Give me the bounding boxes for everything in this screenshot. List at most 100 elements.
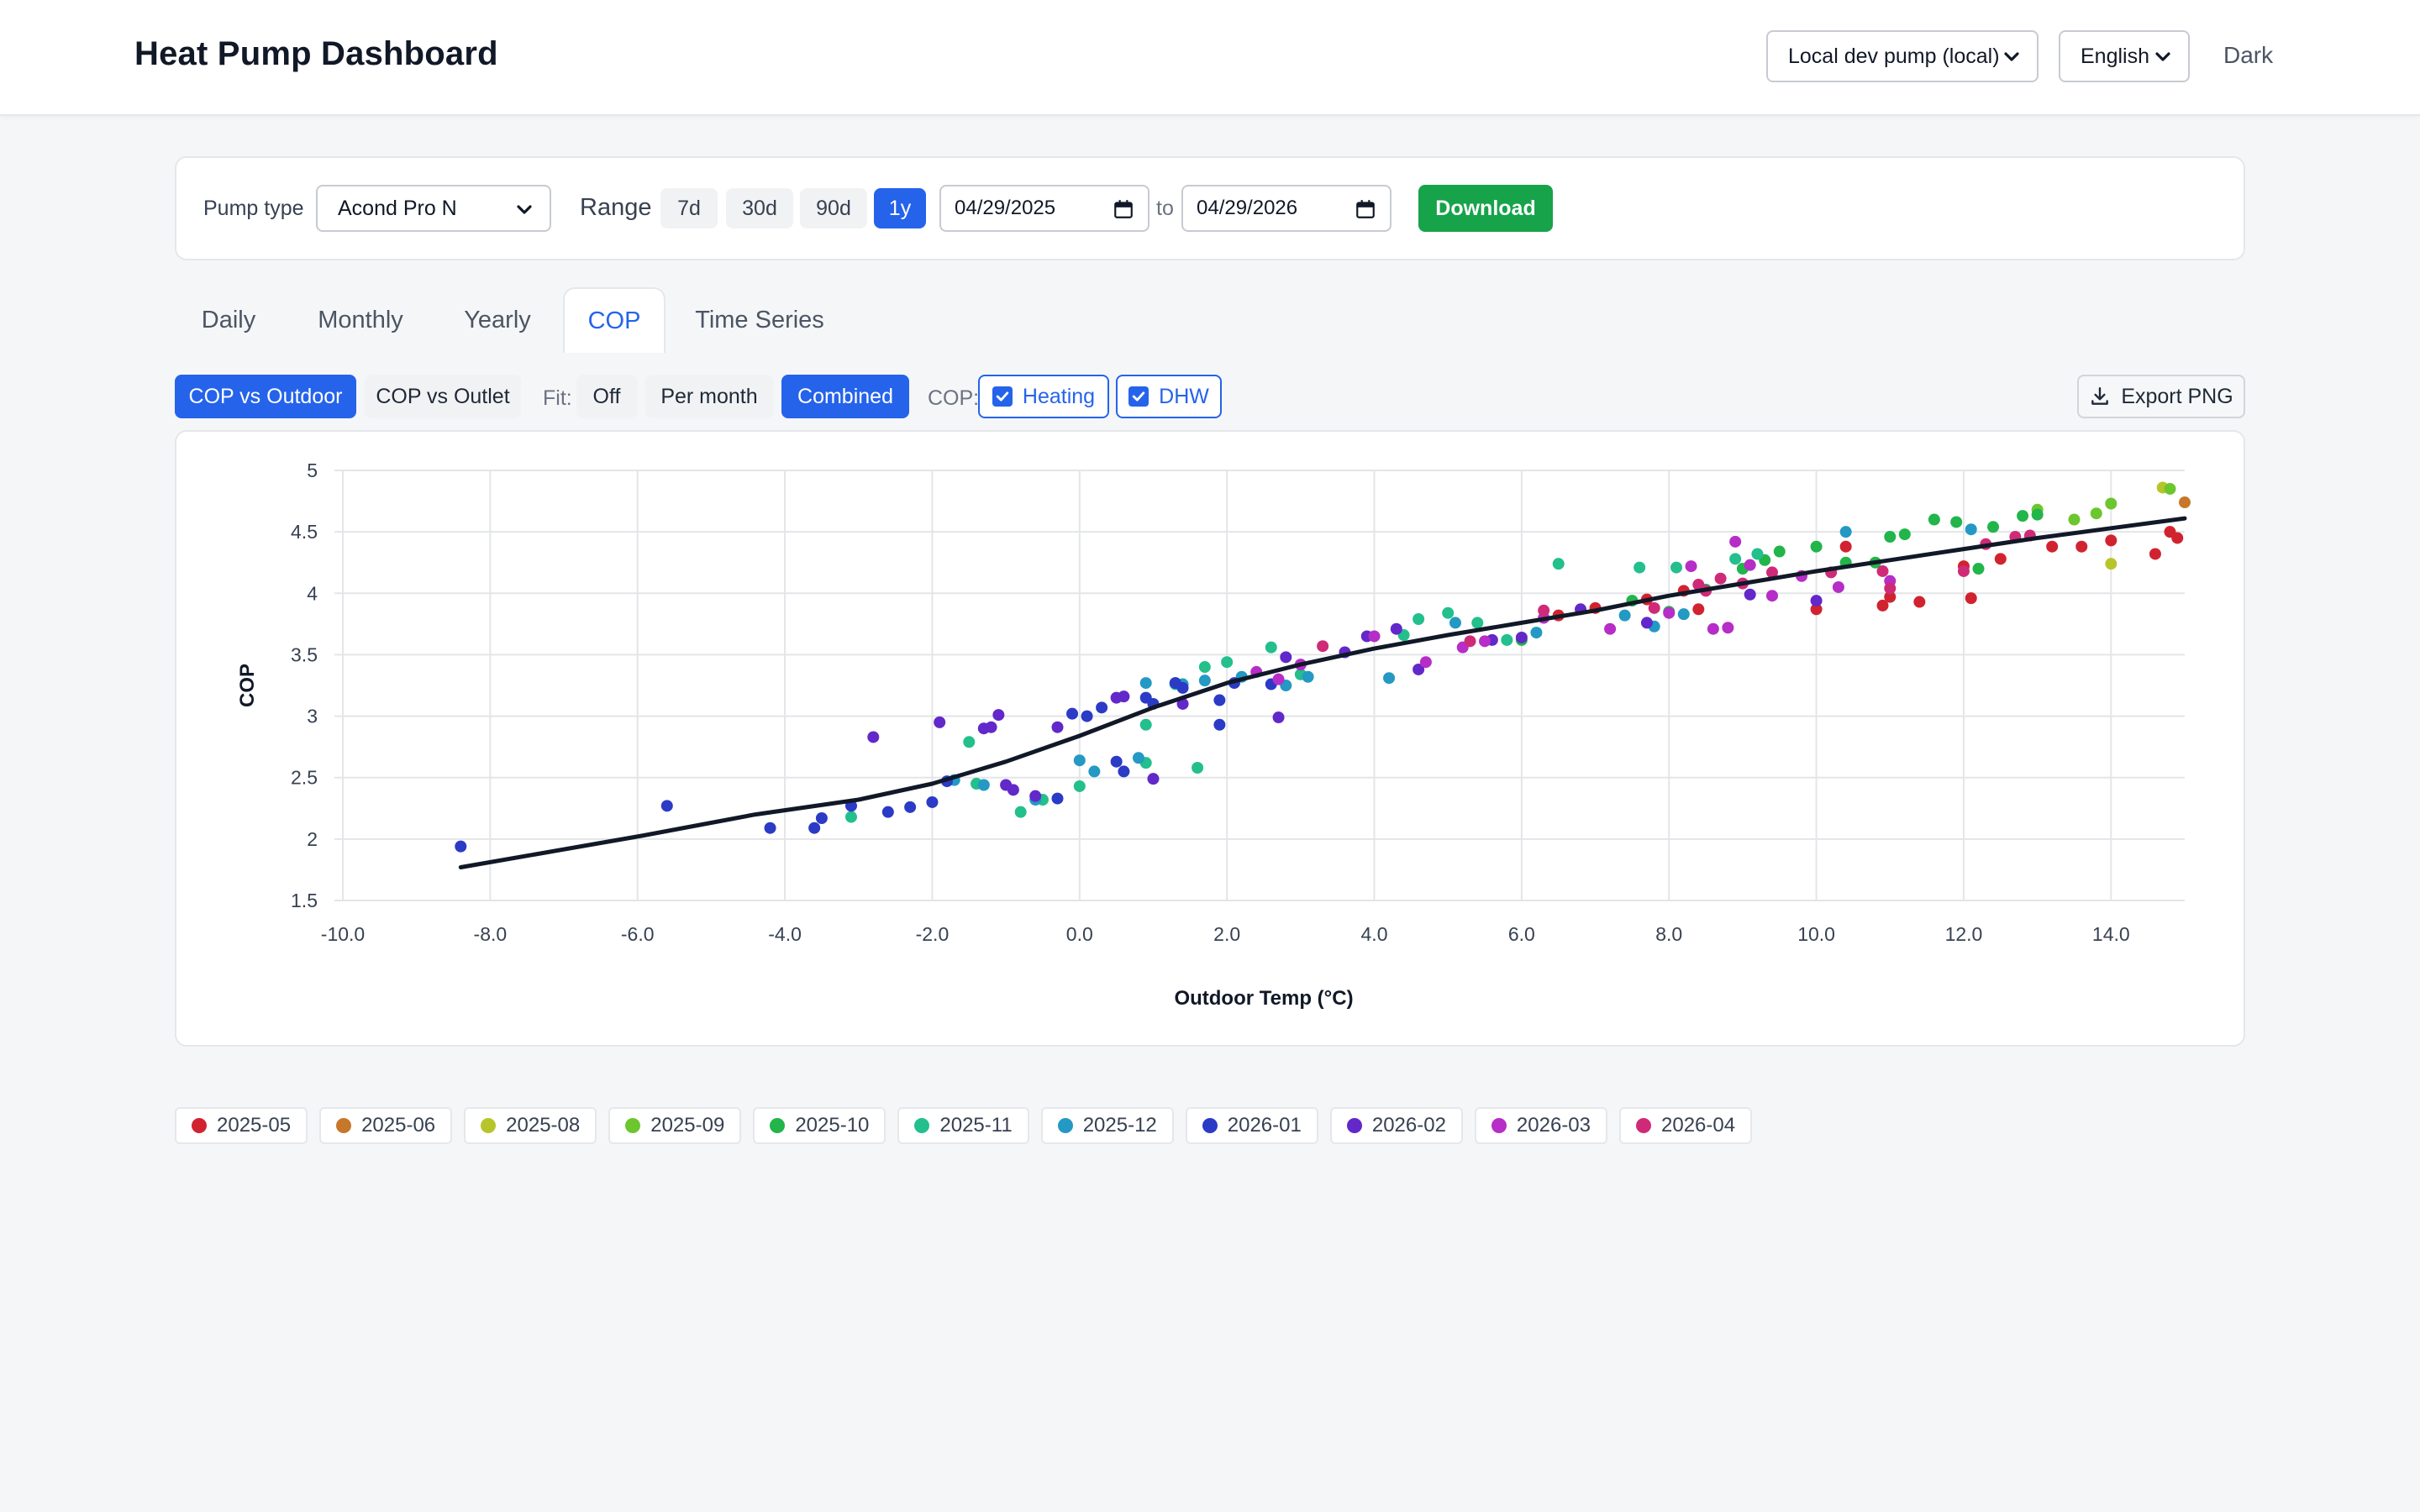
range-1y-button[interactable]: 1y [874, 188, 926, 228]
data-point [1810, 540, 1823, 553]
legend-label: 2026-04 [1661, 1114, 1736, 1137]
data-point [1368, 630, 1381, 643]
tab-cop[interactable]: COP [563, 287, 666, 353]
pump-source-select[interactable]: Local dev pump (local) [1766, 30, 2039, 82]
legend-item[interactable]: 2026-02 [1329, 1107, 1463, 1144]
fit-combined-button[interactable]: Combined [781, 375, 909, 418]
data-point [1928, 513, 1940, 526]
date-to-input[interactable]: 04/29/2026 [1181, 185, 1392, 232]
data-point [1751, 548, 1764, 560]
data-point [1640, 617, 1653, 629]
tab-time-series[interactable]: Time Series [695, 306, 824, 333]
legend-item[interactable]: 2025-06 [319, 1107, 453, 1144]
legend-dot [1202, 1118, 1218, 1133]
range-label: Range [580, 194, 652, 221]
data-point [1692, 603, 1705, 616]
dhw-toggle[interactable]: DHW [1116, 375, 1222, 418]
x-tick-label: 14.0 [2092, 923, 2130, 945]
data-point [1670, 561, 1683, 574]
date-to-separator: to [1156, 197, 1174, 220]
x-tick-label: 6.0 [1508, 923, 1535, 945]
data-point [2046, 540, 2059, 553]
data-point [2031, 508, 2044, 521]
data-point [808, 822, 821, 834]
legend-item[interactable]: 2026-03 [1474, 1107, 1607, 1144]
data-point [1110, 755, 1123, 768]
data-point [1176, 681, 1189, 694]
data-point [1413, 613, 1425, 626]
calendar-icon[interactable] [1113, 198, 1134, 220]
legend-item[interactable]: 2025-11 [897, 1107, 1029, 1144]
legend-item[interactable]: 2025-05 [175, 1107, 308, 1144]
data-point [1530, 627, 1543, 639]
data-point [934, 716, 946, 728]
cop-vs-outlet-button[interactable]: COP vs Outlet [365, 375, 521, 418]
data-point [1972, 563, 1985, 575]
export-png-button[interactable]: Export PNG [2077, 375, 2245, 418]
data-point [1729, 535, 1742, 548]
data-point [660, 800, 673, 812]
data-point [1950, 516, 1963, 528]
download-button[interactable]: Download [1418, 185, 1553, 232]
range-30d-button[interactable]: 30d [726, 188, 793, 228]
fit-label: Fit: [543, 386, 572, 410]
chart-card: -10.0 -8.0 -6.0 -4.0 -2.0 0.0 2.0 4.0 6.0 8.0 10.0… [175, 430, 2245, 1047]
cop-vs-outdoor-button[interactable]: COP vs Outdoor [175, 375, 356, 418]
calendar-icon[interactable] [1355, 198, 1376, 220]
app-title: Heat Pump Dashboard [134, 35, 498, 72]
dark-mode-toggle[interactable]: Dark [2223, 42, 2274, 68]
cop-scatter-chart[interactable]: -10.0 -8.0 -6.0 -4.0 -2.0 0.0 2.0 4.0 6.0 8.0 10.0… [176, 432, 2244, 1045]
data-point [977, 779, 990, 791]
data-point [1139, 718, 1152, 731]
range-7d-button[interactable]: 7d [660, 188, 718, 228]
data-point [1677, 608, 1690, 621]
y-tick-label: 3.5 [291, 643, 318, 665]
data-point [1302, 670, 1314, 683]
legend-dot [1491, 1118, 1507, 1133]
heating-label: Heating [1022, 384, 1096, 408]
legend-item[interactable]: 2025-09 [608, 1107, 742, 1144]
fit-off-button[interactable]: Off [576, 375, 637, 418]
data-point [1722, 622, 1734, 634]
data-point [881, 806, 894, 818]
legend-item[interactable]: 2026-01 [1185, 1107, 1318, 1144]
data-point [1442, 606, 1455, 619]
data-point [2017, 510, 2029, 522]
range-90d-button[interactable]: 90d [800, 188, 867, 228]
data-point [1265, 641, 1277, 654]
language-select[interactable]: English [2059, 30, 2190, 82]
data-point [1884, 530, 1897, 543]
top-header: Heat Pump Dashboard Local dev pump (loca… [0, 0, 2420, 116]
legend-label: 2026-01 [1227, 1114, 1302, 1137]
pump-type-select[interactable]: Acond Pro N [316, 185, 551, 232]
heating-toggle[interactable]: Heating [978, 375, 1109, 418]
data-point [1051, 721, 1064, 733]
data-point [1538, 604, 1550, 617]
data-point [1096, 701, 1108, 714]
data-point [1198, 661, 1211, 674]
legend-label: 2026-02 [1371, 1114, 1446, 1137]
data-point [1707, 622, 1719, 635]
data-point [2105, 497, 2118, 510]
fit-per-month-button[interactable]: Per month [645, 375, 773, 418]
data-point [1413, 663, 1425, 675]
legend-item[interactable]: 2026-04 [1619, 1107, 1753, 1144]
tab-yearly[interactable]: Yearly [464, 306, 531, 333]
legend-item[interactable]: 2025-12 [1040, 1107, 1174, 1144]
tab-monthly[interactable]: Monthly [318, 306, 403, 333]
x-tick-label: -10.0 [321, 923, 365, 945]
legend-dot [914, 1118, 930, 1133]
date-from-input[interactable]: 04/29/2025 [939, 185, 1150, 232]
download-icon [2091, 387, 2109, 405]
legend-item[interactable]: 2025-08 [464, 1107, 597, 1144]
data-point [1118, 690, 1130, 703]
legend-label: 2025-11 [939, 1114, 1013, 1137]
data-point [1449, 617, 1461, 629]
tab-daily[interactable]: Daily [201, 306, 256, 333]
data-point [1176, 697, 1189, 710]
data-point [1773, 545, 1786, 558]
legend-item[interactable]: 2025-10 [753, 1107, 886, 1144]
data-point [1994, 553, 2007, 565]
combined-fit-line [458, 516, 2187, 869]
x-tick-label: 12.0 [1945, 923, 1983, 945]
